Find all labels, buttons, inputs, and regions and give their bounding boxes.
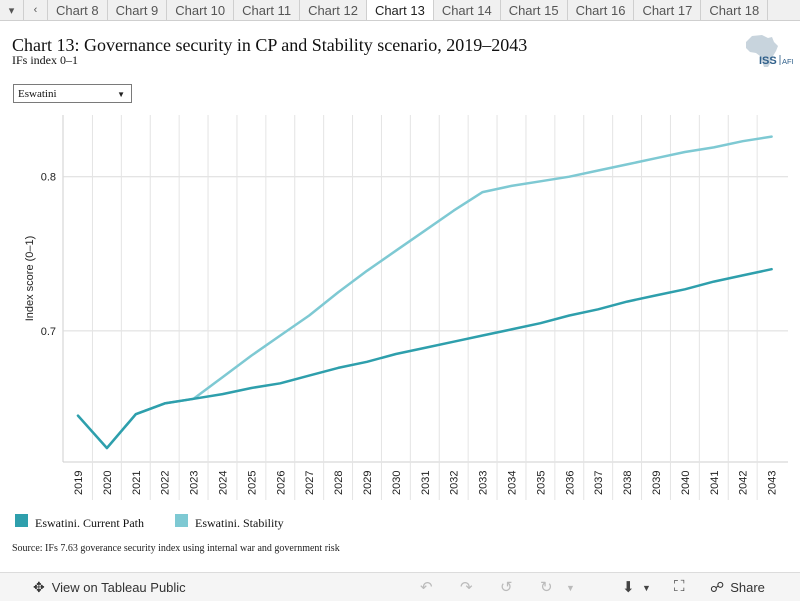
- x-tick-label: 2021: [131, 471, 143, 495]
- forward-icon[interactable]: ↻: [540, 579, 553, 596]
- x-tick-label: 2031: [420, 471, 432, 495]
- x-tick-label: 2039: [651, 471, 663, 495]
- download-menu-chevron-icon[interactable]: ▼: [642, 583, 651, 593]
- x-tick-label: 2043: [767, 471, 779, 495]
- tab-chart-14[interactable]: Chart 14: [434, 0, 501, 20]
- x-tick-label: 2038: [622, 471, 634, 495]
- x-tick-label: 2022: [160, 471, 172, 495]
- x-tick-label: 2029: [362, 471, 374, 495]
- tab-chart-8[interactable]: Chart 8: [48, 0, 108, 20]
- y-tick-label: 0.8: [41, 172, 56, 184]
- legend-swatch: [15, 513, 28, 527]
- x-tick-label: 2041: [709, 471, 721, 495]
- legend-label: Eswatini. Stability: [195, 515, 284, 530]
- legend-label: Eswatini. Current Path: [35, 515, 144, 530]
- x-tick-label: 2035: [535, 471, 547, 495]
- legend-item-stability[interactable]: Eswatini. Stability: [175, 510, 295, 530]
- x-tick-label: 2040: [680, 471, 692, 495]
- tableau-icon: ✥: [33, 579, 45, 595]
- redo-icon[interactable]: ↷: [460, 579, 473, 596]
- line-chart: 0.7 0.8 2019 2020 2021 2022 2023 2024 2025 2026 20…: [24, 115, 788, 500]
- x-tick-label: 2020: [102, 471, 114, 495]
- chart-subtitle: IFs index 0–1: [12, 53, 78, 67]
- tab-chart-17[interactable]: Chart 17: [634, 0, 702, 20]
- tableau-toolbar: ✥ View on Tableau Public ↶ ↷ ↺ ↻ ▼ ⬇ ▼ ⛶…: [0, 572, 800, 601]
- y-tick-label: 0.7: [41, 326, 56, 338]
- logo-suffix: AFI: [782, 57, 794, 66]
- x-tick-label: 2023: [189, 471, 201, 495]
- source-note: Source: IFs 7.63 goverance security inde…: [12, 543, 340, 554]
- tab-chart-16[interactable]: Chart 16: [568, 0, 635, 20]
- x-tick-label: 2025: [246, 471, 258, 495]
- tab-chart-9[interactable]: Chart 9: [108, 0, 168, 20]
- country-select-value: Eswatini: [18, 87, 57, 100]
- x-tick-label: 2036: [564, 471, 576, 495]
- chart-title: Chart 13: Governance security in CP and …: [12, 35, 528, 55]
- share-label: Share: [730, 580, 765, 595]
- tab-chart-10[interactable]: Chart 10: [167, 0, 235, 20]
- x-tick-label: 2034: [507, 471, 519, 495]
- x-tick-label: 2026: [275, 471, 287, 495]
- tab-scroll-down-icon[interactable]: ▾: [0, 0, 24, 20]
- tab-chart-11[interactable]: Chart 11: [234, 0, 301, 20]
- chevron-down-icon[interactable]: ▼: [566, 583, 575, 593]
- caret-down-icon: ▼: [117, 90, 125, 99]
- view-on-tableau-label: View on Tableau Public: [51, 580, 186, 595]
- tab-chart-18[interactable]: Chart 18: [701, 0, 769, 20]
- x-tick-label: 2030: [391, 471, 403, 495]
- revert-icon[interactable]: ↺: [500, 579, 513, 596]
- fullscreen-icon[interactable]: ⛶: [674, 578, 685, 595]
- y-axis-title: Index score (0–1): [24, 236, 36, 322]
- chart-tab-bar: ▾ ‹ Chart 8 Chart 9 Chart 10 Chart 11 Ch…: [0, 0, 800, 21]
- download-icon[interactable]: ⬇: [622, 579, 635, 596]
- legend-item-current-path[interactable]: Eswatini. Current Path: [15, 510, 144, 530]
- x-tick-label: 2033: [478, 471, 490, 495]
- legend-swatch: [175, 513, 188, 527]
- tab-chart-12[interactable]: Chart 12: [300, 0, 367, 20]
- view-on-tableau-link[interactable]: ✥ View on Tableau Public: [33, 579, 186, 596]
- series-line-current-path: [76, 267, 773, 450]
- x-tick-label: 2037: [593, 471, 605, 495]
- share-button[interactable]: ☍ Share: [710, 579, 765, 596]
- x-tick-label: 2027: [304, 471, 316, 495]
- x-tick-label: 2019: [73, 471, 85, 495]
- tab-chart-15[interactable]: Chart 15: [501, 0, 568, 20]
- logo-text: ISS: [759, 55, 777, 67]
- tab-chart-13[interactable]: Chart 13: [366, 0, 434, 20]
- chevron-left-icon[interactable]: ‹: [24, 0, 48, 20]
- x-tick-label: 2028: [333, 471, 345, 495]
- x-tick-label: 2024: [218, 471, 230, 495]
- x-tick-label: 2032: [449, 471, 461, 495]
- iss-africa-logo: ISS AFI: [746, 35, 794, 67]
- share-icon: ☍: [710, 579, 725, 595]
- country-select[interactable]: Eswatini ▼: [13, 84, 132, 103]
- undo-icon[interactable]: ↶: [420, 579, 433, 596]
- x-tick-label: 2042: [738, 471, 750, 495]
